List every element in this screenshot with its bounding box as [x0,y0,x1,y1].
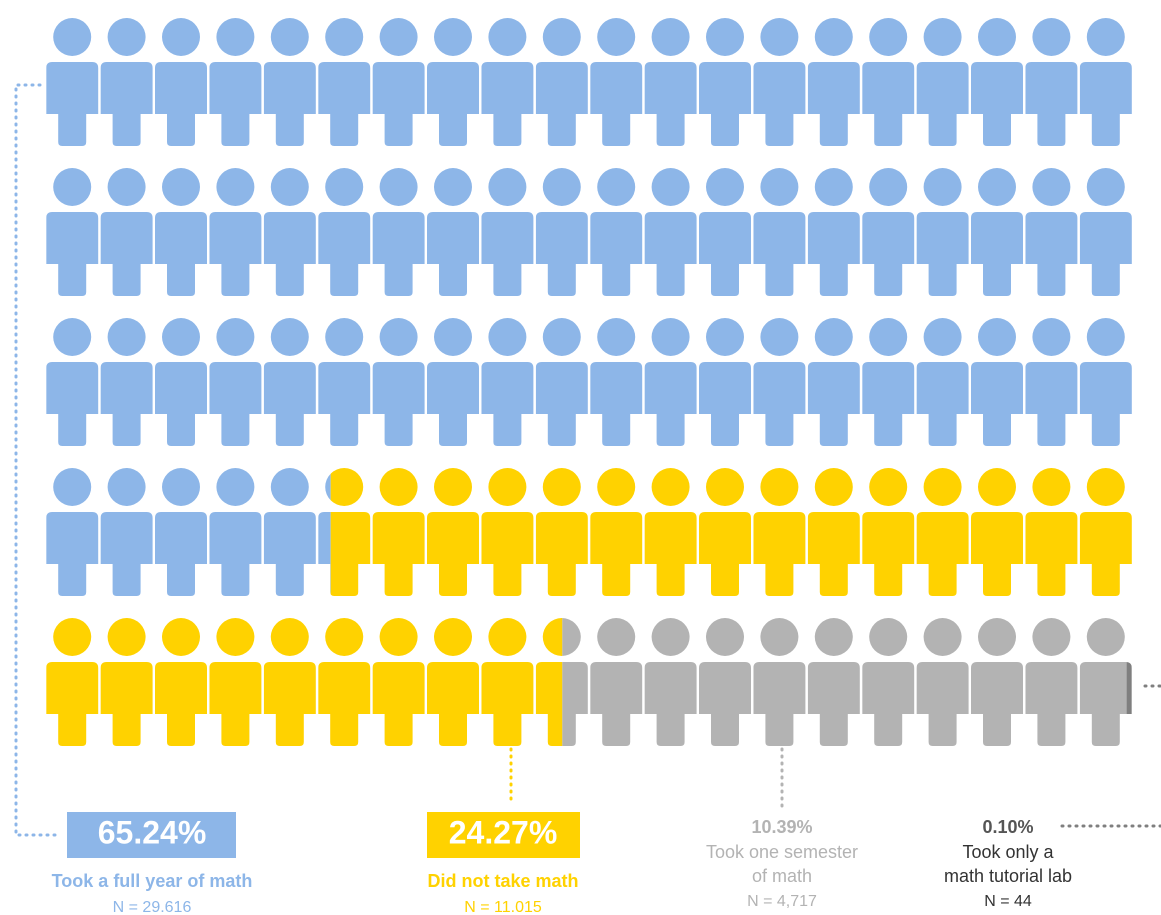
category-label: Took a full year of math [52,871,253,891]
n-label: N = 29.616 [113,899,192,915]
category-label: math tutorial lab [944,866,1072,886]
value-label: 0.10% [982,817,1033,837]
value-label: 24.27% [449,814,558,850]
icon-fill [46,468,1132,746]
icon-fill [1126,618,1132,746]
category-label: of math [752,866,812,886]
labels: 65.24% Took a full year of math N = 29.616… [52,812,1072,915]
n-label: N = 4,717 [747,893,817,910]
category-label: Took only a [962,842,1054,862]
n-label: N = 44 [984,893,1032,910]
icon-fill [562,618,1127,746]
category-label: Did not take math [427,871,578,891]
leader-line [14,83,62,837]
icons [46,18,1132,746]
value-box [427,812,580,858]
value-label: 10.39% [751,817,812,837]
n-label: N = 11.015 [464,899,542,915]
value-box [67,812,236,858]
value-label: 65.24% [98,814,207,850]
category-label: Took one semester [706,842,858,862]
icon-fill [46,18,1132,596]
